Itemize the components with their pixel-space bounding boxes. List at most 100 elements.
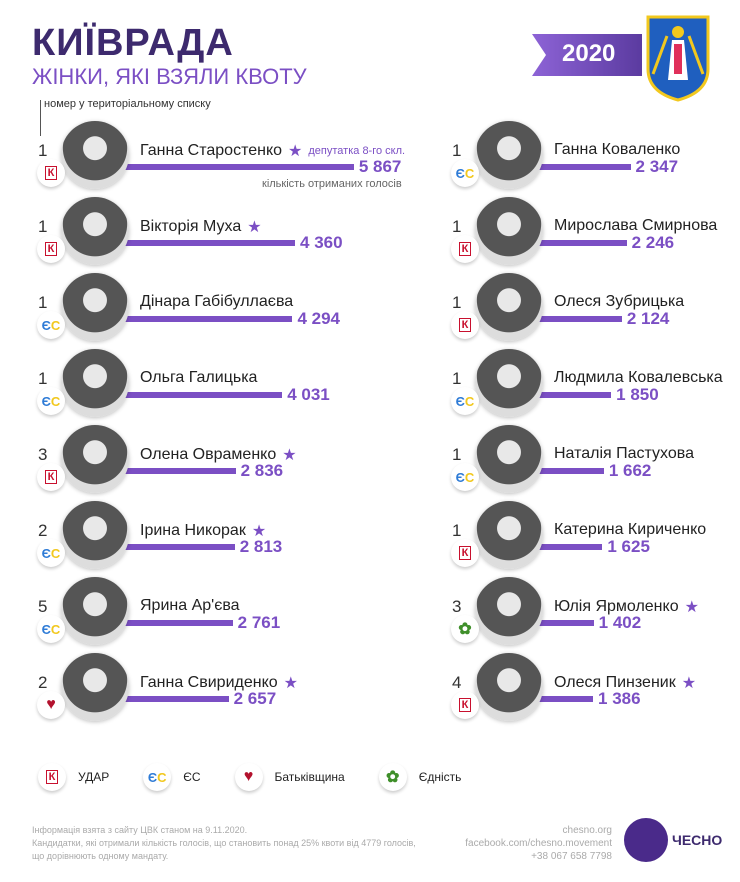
vote-bar (120, 696, 229, 702)
vote-bar (534, 316, 622, 322)
candidate-photo (61, 653, 129, 721)
party-badge: К (37, 235, 65, 263)
candidate-name: Людмила Ковалевська (554, 369, 723, 386)
quota-note: Кандидатки, які отримали кількість голос… (32, 838, 416, 848)
vote-count: 2 246 (631, 233, 675, 252)
candidate-name: Дінара Габібуллаєва (140, 293, 294, 310)
candidate-name: Катерина Кириченко (554, 521, 707, 538)
candidate-name: Олеся Пинзеник (554, 674, 676, 691)
candidate-name: Ганна Старостенко (140, 142, 283, 159)
star-icon: ★ (283, 675, 298, 692)
udar-logo-icon: К (458, 242, 472, 256)
chesno-logo-icon (624, 818, 668, 862)
list-number: 3 (452, 597, 462, 616)
es-logo-icon: ЄС (41, 545, 61, 561)
legend-label: УДАР (78, 770, 110, 784)
candidate-photo (475, 577, 543, 645)
candidate-name: Олена Овраменко (140, 446, 277, 463)
vote-count: 2 657 (233, 689, 277, 708)
udar-logo-icon: К (458, 698, 472, 712)
candidate-name: Ярина Ар'єва (140, 597, 240, 614)
deputy-note: депутатка 8-го скл. (308, 145, 406, 157)
vote-count: 4 360 (300, 233, 343, 252)
list-number: 1 (452, 293, 462, 312)
party-badge: ♥ (37, 691, 65, 719)
vote-bar (534, 696, 594, 702)
legend-item: К УДАР (38, 763, 109, 791)
es-logo-icon: ЄС (147, 769, 167, 785)
party-badge: ЄС (451, 159, 479, 187)
chestnut-leaf-icon: ✿ (386, 769, 400, 786)
star-icon: ★ (282, 447, 297, 464)
vote-bar (120, 240, 296, 246)
legend: К УДАР ЄС ЄС ♥ Батьківщина ✿ Єдність (38, 763, 461, 791)
legend-item: ЄС ЄС (143, 763, 201, 791)
candidate-photo (61, 425, 129, 493)
candidate-photo (475, 349, 543, 417)
party-badge: ЄС (451, 463, 479, 491)
star-icon: ★ (288, 143, 303, 160)
candidate-name: Мирослава Смирнова (554, 217, 718, 234)
candidate-photo (475, 501, 543, 569)
candidate-photo (475, 425, 543, 493)
vote-count: 1 386 (598, 689, 641, 708)
vote-bar (120, 620, 233, 626)
hint-arrow (40, 100, 41, 136)
candidate-photo (61, 349, 129, 417)
star-icon: ★ (251, 523, 267, 540)
es-logo-icon: ЄС (455, 469, 475, 485)
legend-label: ЄС (183, 770, 201, 784)
kyiv-coat-of-arms-icon (646, 15, 710, 102)
party-badge: ЄС (451, 387, 479, 415)
legend-item: ♥ Батьківщина (234, 763, 345, 791)
heart-icon: ♥ (243, 768, 254, 785)
candidate-name: Олеся Зубрицька (554, 293, 685, 310)
es-logo-icon: ЄС (41, 317, 61, 333)
legend-item: ✿ Єдність (378, 763, 461, 791)
vote-count: 5 867 (358, 157, 402, 176)
udar-logo-icon: К (44, 470, 58, 484)
vote-bar (120, 468, 236, 474)
party-badge: К (451, 311, 479, 339)
list-number: 4 (452, 673, 462, 692)
es-logo-icon: ЄС (41, 621, 61, 637)
chesno-brand: ЧЕСНО (672, 832, 723, 848)
vote-bar (120, 316, 293, 322)
facebook-link[interactable]: facebook.com/chesno.movement (465, 838, 612, 849)
page-title: КИЇВРАДА (32, 22, 234, 64)
vote-bar (534, 164, 631, 170)
candidate-photo (475, 653, 543, 721)
list-number: 1 (38, 293, 48, 312)
quota-note-cont: що дорівнюють одному мандату. (32, 851, 169, 861)
votes-note: кількість отриманих голосів (262, 178, 402, 190)
vote-bar (534, 240, 627, 246)
list-number: 2 (38, 521, 48, 540)
es-logo-icon: ЄС (455, 393, 475, 409)
udar-logo-icon: К (44, 166, 58, 180)
vote-count: 2 836 (240, 461, 284, 480)
candidate-name: Ірина Никорак (140, 522, 246, 539)
party-badge: К (451, 539, 479, 567)
vote-bar (120, 392, 283, 398)
list-number: 1 (452, 521, 462, 540)
heart-icon: ♥ (46, 696, 56, 713)
candidate-photo (61, 121, 129, 189)
list-number: 1 (452, 369, 462, 388)
vote-count: 2 347 (635, 157, 679, 176)
es-logo-icon: ЄС (41, 393, 61, 409)
candidate-photo (475, 273, 543, 341)
vote-bar (120, 544, 235, 550)
contacts: chesno.org facebook.com/chesno.movement … (465, 824, 612, 863)
site-link[interactable]: chesno.org (562, 825, 612, 836)
list-number: 1 (452, 445, 462, 464)
party-badge: К (37, 159, 65, 187)
vote-count: 1 402 (598, 613, 642, 632)
party-badge: К (451, 691, 479, 719)
candidate-photo (475, 121, 543, 189)
list-number: 1 (38, 217, 48, 236)
candidate-name: Наталія Пастухова (554, 445, 694, 462)
chestnut-leaf-icon: ✿ (458, 621, 472, 638)
list-number: 1 (452, 217, 462, 236)
udar-logo-icon: К (45, 770, 59, 784)
year-ribbon (532, 34, 642, 76)
